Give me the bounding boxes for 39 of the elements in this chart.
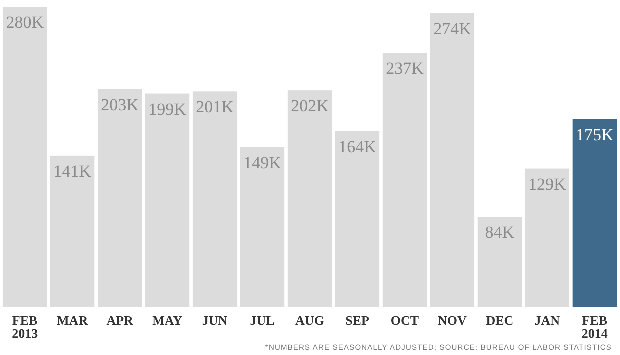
x-tick-label: DEC	[486, 313, 514, 328]
bar	[240, 147, 285, 307]
data-label: 201K	[196, 98, 235, 117]
bar	[478, 217, 522, 307]
data-label: 280K	[6, 13, 45, 32]
data-label: 84K	[485, 223, 516, 242]
bar	[525, 168, 570, 307]
data-label: 175K	[576, 126, 615, 144]
bar	[98, 90, 142, 307]
x-tick-label: JUL	[250, 313, 276, 328]
data-label: 141K	[54, 162, 92, 181]
x-tick-label: MAY	[152, 313, 184, 328]
bar	[145, 94, 190, 307]
bar	[288, 90, 332, 307]
x-tick-label: JAN	[534, 313, 561, 328]
data-label: 129K	[528, 174, 568, 194]
x-tick-label: MAR	[57, 313, 89, 328]
bar	[335, 131, 380, 307]
bar	[192, 92, 238, 307]
x-tick-label: APR	[106, 313, 134, 328]
data-label: 202K	[291, 96, 330, 116]
bar	[3, 7, 48, 307]
bar	[572, 120, 617, 307]
x-tick-label: JUN	[202, 313, 228, 328]
data-label: 274K	[434, 19, 472, 38]
x-tick-label: NOV	[438, 313, 468, 328]
bar	[50, 156, 95, 307]
x-tick-label: AUG	[296, 313, 324, 328]
bar	[382, 53, 428, 307]
data-label: 164K	[338, 137, 378, 156]
data-label: 149K	[244, 153, 282, 172]
data-label: 203K	[101, 96, 140, 114]
x-tick-label: FEB 2014	[582, 313, 608, 341]
bar	[430, 13, 475, 307]
x-tick-label: OCT	[390, 313, 420, 328]
x-tick-label: FEB 2013	[12, 313, 39, 341]
data-label: 237K	[386, 59, 425, 78]
x-tick-label: SEP	[346, 313, 370, 328]
data-label: 199K	[148, 100, 188, 119]
